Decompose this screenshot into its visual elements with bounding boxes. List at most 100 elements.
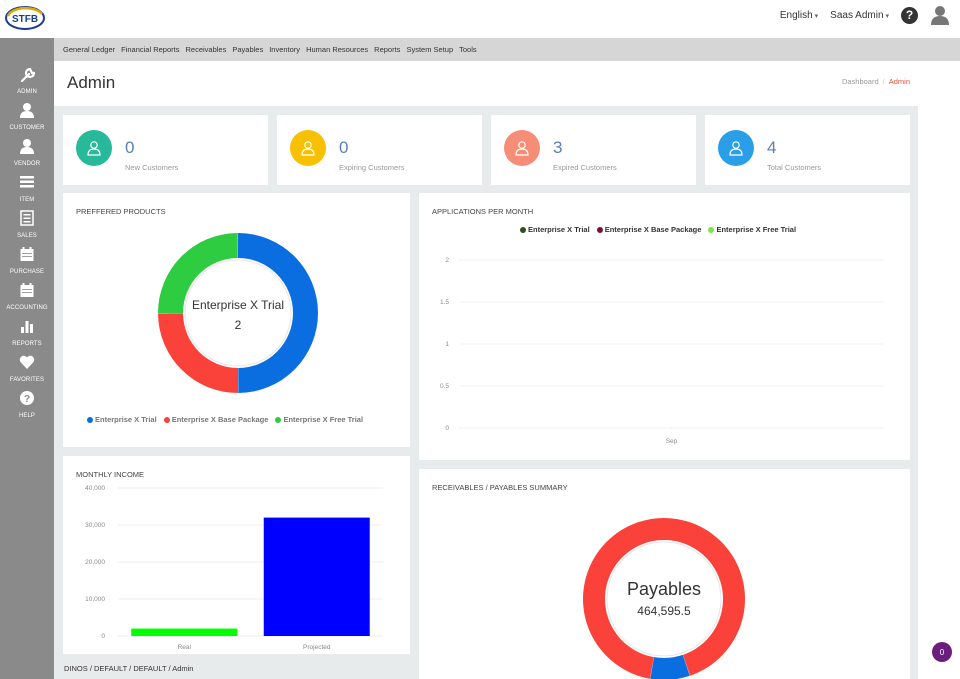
sidebar-item-vendor[interactable]: VENDOR — [0, 134, 54, 170]
right-gutter — [918, 61, 960, 679]
top-bar: STFB English Saas Admin ? — [0, 0, 960, 38]
stat-label: New Customers — [125, 163, 179, 172]
legend-dot — [275, 416, 282, 423]
sales-icon — [20, 210, 34, 226]
language-dropdown[interactable]: English — [780, 10, 818, 21]
page-title: Admin — [67, 73, 116, 92]
receivables-payables-panel: RECEIVABLES / PAYABLES SUMMARY Payables 4… — [419, 469, 910, 679]
preferred-products-donut: Enterprise X Trial 2 — [158, 233, 319, 393]
bar-projected[interactable] — [263, 517, 370, 636]
donut-slice[interactable] — [650, 654, 690, 679]
preferred-products-legend: Enterprise X Trial Enterprise X Base Pack… — [87, 415, 363, 424]
monthly-income-panel: MONTHLY INCOME 0 10,000 20,000 30,000 40,000… — [63, 456, 410, 654]
help-icon[interactable]: ? — [901, 6, 918, 24]
sidebar-item-label: ACCOUNTING — [6, 305, 48, 311]
panel-title: MONTHLY INCOME — [76, 470, 145, 479]
legend-item[interactable]: Enterprise X Free Trial — [708, 225, 796, 234]
user-icon — [515, 141, 529, 156]
legend-label: Enterprise X Base Package — [171, 415, 269, 424]
sidebar-item-help[interactable]: ? HELP — [0, 386, 54, 422]
legend-label: Enterprise X Base Package — [604, 225, 702, 234]
sidebar-item-admin[interactable]: ADMIN — [0, 62, 54, 98]
donut-center-value: 2 — [235, 318, 242, 332]
stat-icon-bg — [504, 130, 540, 166]
y-tick-label: 1.5 — [440, 299, 449, 306]
breadcrumb-dashboard[interactable]: Dashboard — [841, 77, 879, 86]
donut-slice[interactable] — [238, 233, 319, 393]
sidebar-item-label: PURCHASE — [9, 269, 45, 275]
calendar-icon — [20, 283, 34, 297]
stat-card-expired-customers[interactable]: 3 Expired Customers — [491, 115, 696, 185]
svg-text:STFB: STFB — [12, 14, 38, 25]
menu-item-receivables[interactable]: Receivables — [185, 45, 227, 54]
donut-center — [184, 259, 292, 367]
y-tick-label: 2 — [445, 257, 449, 264]
y-tick-label: 30,000 — [85, 522, 105, 529]
main-menu: General Ledger Financial Reports Receivabl… — [54, 38, 960, 61]
y-tick-label: 20,000 — [85, 559, 105, 566]
legend-item[interactable]: Enterprise X Base Package — [163, 415, 269, 424]
donut-slice[interactable] — [158, 233, 238, 313]
stat-card-new-customers[interactable]: 0 New Customers — [63, 115, 268, 185]
menu-item-financial-reports[interactable]: Financial Reports — [121, 45, 180, 54]
heart-icon — [19, 355, 35, 369]
sidebar-item-customer[interactable]: CUSTOMER — [0, 98, 54, 134]
applications-line-chart: 0 0.5 1 1.5 2 Sep — [440, 257, 884, 445]
list-icon — [20, 176, 34, 188]
help-icon: ? — [20, 391, 34, 405]
sidebar-item-sales[interactable]: SALES — [0, 206, 54, 242]
bar-chart-icon — [21, 321, 33, 333]
legend-label: Enterprise X Free Trial — [283, 415, 364, 424]
stat-value: 0 — [125, 138, 135, 157]
panel-title: RECEIVABLES / PAYABLES SUMMARY — [432, 483, 568, 492]
sidebar-item-label: FAVORITES — [9, 377, 45, 383]
legend-label: Enterprise X Trial — [528, 225, 590, 234]
sidebar-item-favorites[interactable]: FAVORITES — [0, 350, 54, 386]
company-logo[interactable]: STFB — [4, 4, 46, 32]
legend-item[interactable]: Enterprise X Trial — [520, 225, 590, 234]
footer-path: DINOS / DEFAULT / DEFAULT / Admin — [64, 664, 194, 673]
legend-label: Enterprise X Free Trial — [716, 225, 797, 234]
stat-card-total-customers[interactable]: 4 Total Customers — [705, 115, 910, 185]
y-tick-label: 40,000 — [85, 485, 105, 492]
legend-item[interactable]: Enterprise X Free Trial — [275, 415, 363, 424]
user-menu-dropdown[interactable]: Saas Admin — [830, 10, 889, 21]
stat-card-expiring-customers[interactable]: 0 Expiring Customers — [277, 115, 482, 185]
sidebar-item-purchase[interactable]: PURCHASE — [0, 242, 54, 278]
sidebar-item-accounting[interactable]: ACCOUNTING — [0, 278, 54, 314]
menu-item-inventory[interactable]: Inventory — [269, 45, 301, 54]
menu-item-system-setup[interactable]: System Setup — [406, 45, 454, 54]
legend-item[interactable]: Enterprise X Base Package — [596, 225, 702, 234]
sidebar-item-reports[interactable]: REPORTS — [0, 314, 54, 350]
sidebar-item-label: REPORTS — [12, 341, 42, 347]
donut-slice[interactable] — [158, 313, 238, 393]
donut-center — [606, 541, 722, 657]
user-icon — [87, 141, 101, 156]
menu-item-reports[interactable]: Reports — [374, 45, 401, 54]
breadcrumb-separator: / — [882, 77, 885, 86]
legend-dot — [87, 416, 93, 423]
x-tick-label: Real — [178, 644, 192, 651]
stat-value: 3 — [553, 138, 563, 157]
menu-item-tools[interactable]: Tools — [459, 45, 477, 54]
sidebar-item-label: SALES — [17, 233, 37, 239]
y-tick-label: 10,000 — [85, 596, 105, 603]
stat-icon-bg — [290, 130, 326, 166]
y-tick-label: 0.5 — [440, 383, 449, 390]
dashboard-content: 0 New Customers 0 Expiring Customers 3 E… — [54, 106, 918, 679]
y-tick-label: 0 — [101, 633, 105, 640]
breadcrumb-current: Admin — [888, 77, 910, 86]
notification-badge[interactable]: 0 — [932, 642, 952, 662]
bar-real[interactable] — [131, 628, 238, 636]
menu-item-human-resources[interactable]: Human Resources — [306, 45, 369, 54]
user-avatar-icon[interactable] — [930, 5, 950, 25]
legend-item[interactable]: Enterprise X Trial — [87, 415, 157, 424]
menu-item-general-ledger[interactable]: General Ledger — [63, 45, 116, 54]
sidebar-item-label: ADMIN — [17, 89, 37, 95]
sidebar-item-item[interactable]: ITEM — [0, 170, 54, 206]
menu-item-payables[interactable]: Payables — [232, 45, 264, 54]
legend-dot — [163, 416, 170, 423]
page-header: Admin Dashboard / Admin — [54, 61, 918, 106]
panel-title: PREFFERED PRODUCTS — [76, 207, 166, 216]
user-icon — [301, 141, 315, 156]
